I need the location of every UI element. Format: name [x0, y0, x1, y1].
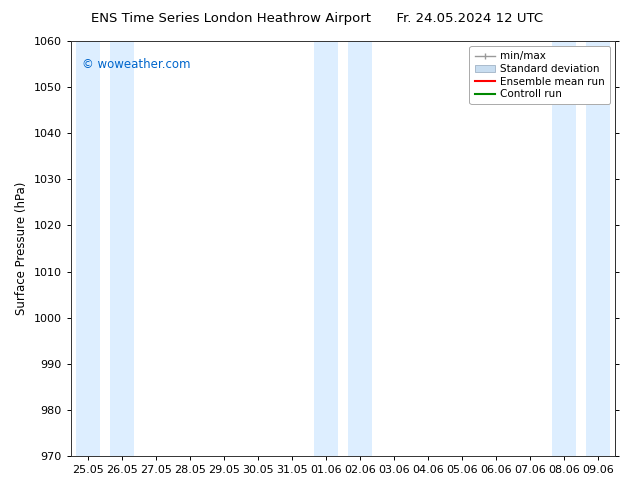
Text: © woweather.com: © woweather.com — [82, 58, 190, 71]
Bar — [76, 41, 100, 456]
Bar — [110, 41, 134, 456]
Legend: min/max, Standard deviation, Ensemble mean run, Controll run: min/max, Standard deviation, Ensemble me… — [469, 46, 610, 104]
Bar — [314, 41, 338, 456]
Text: ENS Time Series London Heathrow Airport      Fr. 24.05.2024 12 UTC: ENS Time Series London Heathrow Airport … — [91, 12, 543, 25]
Bar — [552, 41, 576, 456]
Y-axis label: Surface Pressure (hPa): Surface Pressure (hPa) — [15, 182, 28, 315]
Bar — [348, 41, 372, 456]
Bar — [586, 41, 610, 456]
